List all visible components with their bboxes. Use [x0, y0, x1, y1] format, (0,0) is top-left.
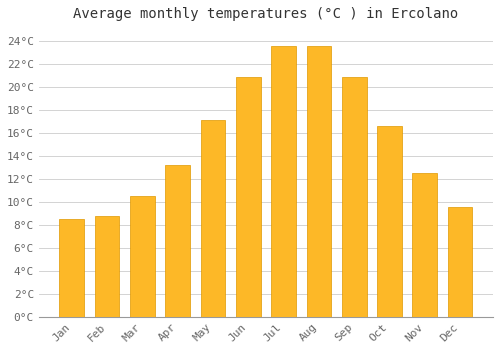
Bar	[448, 208, 472, 317]
Title: Average monthly temperatures (°C ) in Ercolano: Average monthly temperatures (°C ) in Er…	[74, 7, 458, 21]
Bar	[166, 165, 190, 317]
Bar	[200, 120, 226, 317]
Bar	[236, 77, 260, 317]
Bar	[342, 77, 366, 317]
Bar	[377, 126, 402, 317]
Bar	[306, 46, 331, 317]
Bar	[271, 46, 296, 317]
Bar	[94, 216, 120, 317]
Bar	[60, 219, 84, 317]
Bar	[412, 173, 437, 317]
Bar	[130, 196, 155, 317]
